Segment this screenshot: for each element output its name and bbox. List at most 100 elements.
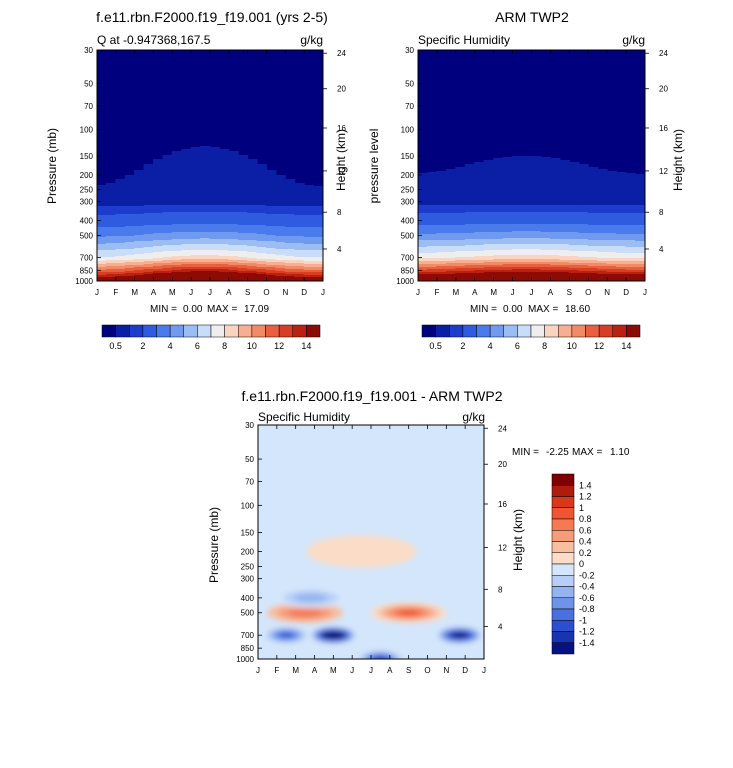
field-cell — [97, 185, 107, 206]
field-cell — [275, 214, 286, 226]
colorbar-label: -0.6 — [579, 593, 595, 603]
field-cell — [266, 206, 277, 214]
field-cell — [597, 213, 608, 225]
field-cell — [512, 262, 523, 264]
field-cell — [455, 233, 466, 240]
field-cell — [153, 271, 164, 273]
field-cell — [134, 254, 145, 259]
field-cell — [578, 212, 589, 224]
field-cell — [549, 232, 561, 239]
field-cell — [512, 272, 523, 281]
field-cell — [115, 249, 126, 256]
field-cell — [559, 260, 570, 262]
field-cell — [521, 231, 532, 238]
month-tick-label: J — [321, 288, 325, 297]
field-cell — [559, 212, 570, 224]
field-cell — [115, 263, 126, 266]
field-cell — [606, 264, 618, 266]
field-cell — [521, 255, 532, 259]
colorbar-box-5 — [489, 324, 504, 338]
colorbar-box-6 — [183, 324, 198, 338]
field-cell — [190, 264, 202, 267]
field-cell — [313, 272, 323, 275]
month-tick-label: D — [301, 288, 307, 297]
field-cell — [540, 255, 551, 259]
field-cell — [549, 224, 561, 232]
field-cell — [153, 252, 164, 258]
field-cell — [303, 264, 315, 267]
field-cell — [105, 272, 117, 274]
height-tick-label: 8 — [498, 585, 503, 594]
field-cell — [616, 264, 627, 267]
field-cell — [275, 262, 286, 265]
field-cell — [418, 213, 428, 225]
field-cell — [284, 214, 296, 227]
field-cell — [237, 205, 249, 212]
month-tick-label: O — [424, 666, 430, 675]
field-cell — [247, 213, 258, 225]
field-cell — [284, 266, 296, 269]
field-cell — [568, 265, 580, 268]
field-cell — [418, 264, 428, 267]
field-cell — [483, 160, 495, 205]
pressure-tick-label: 150 — [401, 152, 415, 161]
field-cell — [266, 170, 277, 206]
field-cell — [635, 264, 645, 267]
field-cell — [275, 226, 286, 236]
field-cell — [266, 226, 277, 235]
field-cell — [597, 233, 608, 240]
field-cell — [256, 205, 267, 213]
field-cell — [606, 258, 618, 261]
field-cell — [162, 271, 173, 273]
field-cell — [606, 266, 618, 269]
colorbar-box-7 — [551, 552, 575, 565]
field-cell — [209, 259, 220, 262]
colorbar-box-5 — [551, 530, 575, 542]
pressure-tick-label: 100 — [80, 125, 94, 134]
month-tick-label: S — [567, 288, 572, 297]
colorbar-box-0 — [421, 324, 436, 338]
colorbar-box-7 — [197, 324, 212, 338]
field-cell — [597, 261, 608, 263]
field-cell — [190, 232, 202, 239]
field-cell — [455, 213, 466, 225]
field-cell — [483, 250, 495, 256]
field-cell — [115, 214, 126, 227]
field-cell — [445, 261, 457, 263]
field-cell — [200, 269, 211, 271]
anomaly-blob-2 — [306, 535, 417, 568]
field-cell — [418, 247, 428, 253]
field-cell — [266, 273, 277, 275]
field-cell — [568, 245, 580, 251]
field-cell — [294, 269, 305, 272]
field-cell — [549, 158, 561, 205]
month-tick-label: S — [406, 666, 411, 675]
pressure-tick-label: 850 — [241, 644, 255, 653]
month-tick-label: J — [256, 666, 260, 675]
field-cell — [625, 270, 637, 272]
month-tick-label: D — [623, 288, 629, 297]
field-cell — [502, 262, 514, 264]
field-cell — [284, 206, 296, 214]
field-cell — [474, 205, 485, 212]
field-cell — [200, 259, 211, 262]
field-cell — [97, 267, 107, 270]
field-cell — [483, 262, 495, 265]
pressure-tick-label: 30 — [245, 421, 254, 430]
panel-obs-min-label: MIN = — [470, 304, 497, 315]
pressure-tick-label: 50 — [245, 455, 254, 464]
field-cell — [568, 232, 580, 239]
field-cell — [512, 244, 523, 249]
field-cell — [105, 243, 117, 250]
field-cell — [464, 273, 476, 281]
field-cell — [200, 264, 211, 267]
field-cell — [493, 224, 504, 232]
field-cell — [540, 270, 551, 272]
field-cell — [426, 234, 438, 240]
field-cell — [284, 179, 296, 206]
colorbar-label: 1 — [579, 503, 584, 513]
field-cell — [209, 239, 220, 244]
field-cell — [540, 259, 551, 262]
field-cell — [540, 224, 551, 232]
field-cell — [237, 257, 249, 260]
